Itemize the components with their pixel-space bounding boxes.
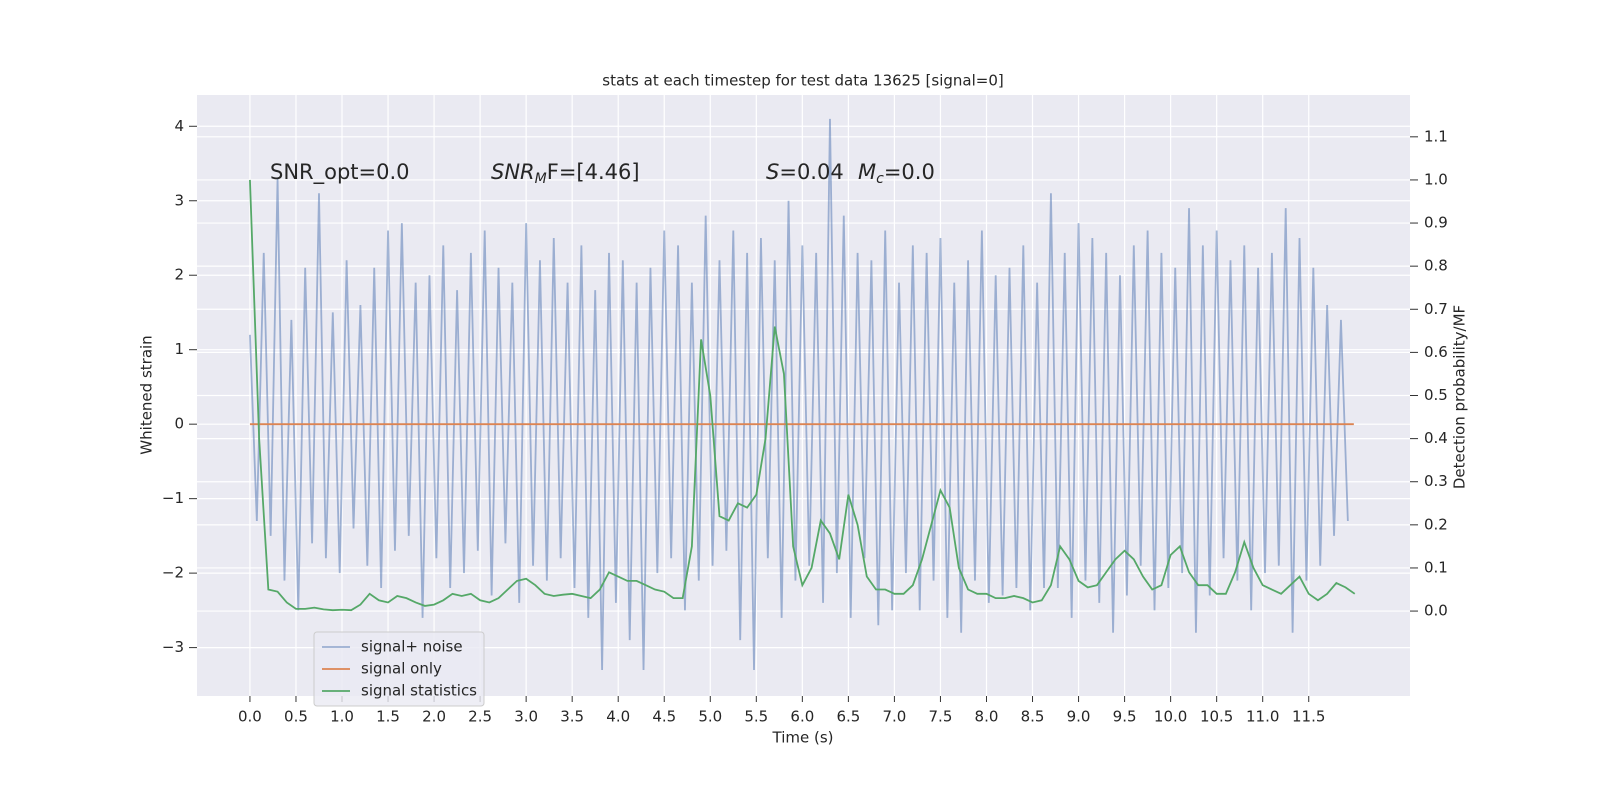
- x-tick-label: 9.0: [1067, 708, 1091, 726]
- annotation-symbol: M: [858, 160, 876, 184]
- y-tick-label: −3: [162, 638, 184, 656]
- x-tick-label: 7.0: [882, 708, 906, 726]
- x-tick-label: 5.5: [744, 708, 768, 726]
- x-tick-label: 0.5: [284, 708, 308, 726]
- y2-tick-label: 0.9: [1424, 214, 1448, 232]
- annotation: S=0.04: [766, 160, 844, 184]
- chart-title: stats at each timestep for test data 136…: [602, 72, 1003, 90]
- x-tick-label: 0.0: [238, 708, 262, 726]
- legend-label: signal statistics: [361, 682, 477, 700]
- legend-frame: [313, 631, 485, 707]
- x-tick-label: 5.0: [698, 708, 722, 726]
- y2-axis-label: Detection probability/MF: [1451, 305, 1469, 489]
- y-tick-label: 1: [174, 340, 184, 358]
- x-tick-label: 10.5: [1200, 708, 1233, 726]
- annotation-text: SNR_opt=0.0: [270, 160, 410, 185]
- x-tick-label: 7.5: [929, 708, 953, 726]
- annotation: SNR_opt=0.0: [270, 160, 410, 185]
- x-tick-label: 8.5: [1021, 708, 1045, 726]
- y-tick-label: 4: [174, 117, 184, 135]
- x-tick-label: 9.5: [1113, 708, 1137, 726]
- x-tick-label: 6.5: [836, 708, 860, 726]
- y2-tick-label: 1.0: [1424, 170, 1448, 188]
- y-tick-label: 2: [174, 266, 184, 284]
- x-tick-label: 4.0: [606, 708, 630, 726]
- y2-tick-label: 0.7: [1424, 300, 1448, 318]
- y2-tick-label: 0.1: [1424, 558, 1448, 576]
- annotation-value: =0.0: [884, 160, 935, 184]
- x-tick-label: 2.5: [468, 708, 492, 726]
- y2-tick-label: 0.4: [1424, 429, 1448, 447]
- x-tick-label: 3.5: [560, 708, 584, 726]
- y-axis-label: Whitened strain: [138, 335, 156, 454]
- annotation-value: F=[4.46]: [547, 160, 640, 184]
- series-line: [249, 118, 1349, 670]
- plot: [249, 118, 1356, 670]
- y-tick-label: 0: [174, 415, 184, 433]
- x-tick-label: 2.0: [422, 708, 446, 726]
- x-tick-label: 4.5: [652, 708, 676, 726]
- y2-tick-label: 0.2: [1424, 515, 1448, 533]
- y-tick-label: −2: [162, 564, 184, 582]
- y2-tick-label: 0.8: [1424, 257, 1448, 275]
- x-tick-label: 6.0: [790, 708, 814, 726]
- x-tick-label: 10.0: [1154, 708, 1187, 726]
- x-tick-label: 1.5: [376, 708, 400, 726]
- x-tick-label: 11.5: [1292, 708, 1325, 726]
- legend-label: signal only: [361, 660, 442, 678]
- series-line: [249, 179, 1356, 612]
- y-tick-label: −1: [162, 489, 184, 507]
- y-tick-label: 3: [174, 191, 184, 209]
- annotation-symbol: S: [766, 160, 779, 184]
- x-tick-label: 3.0: [514, 708, 538, 726]
- y2-tick-label: 0.6: [1424, 343, 1448, 361]
- x-tick-label: 11.0: [1246, 708, 1279, 726]
- y2-tick-label: 0.3: [1424, 472, 1448, 490]
- x-axis-label: Time (s): [772, 729, 834, 747]
- legend-label: signal+ noise: [361, 638, 463, 656]
- annotation-subscript: c: [876, 171, 884, 187]
- x-tick-label: 1.0: [330, 708, 354, 726]
- x-tick-label: 8.0: [975, 708, 999, 726]
- annotation-symbol: SNR: [491, 160, 535, 184]
- annotation-value: =0.04: [779, 160, 843, 184]
- annotation-subscript: M: [535, 171, 547, 187]
- y2-tick-label: 0.5: [1424, 386, 1448, 404]
- y2-tick-label: 1.1: [1424, 127, 1448, 145]
- y2-tick-label: 0.0: [1424, 602, 1448, 620]
- annotation: SNRMF=[4.46]: [491, 160, 640, 187]
- annotation: Mc=0.0: [858, 160, 935, 187]
